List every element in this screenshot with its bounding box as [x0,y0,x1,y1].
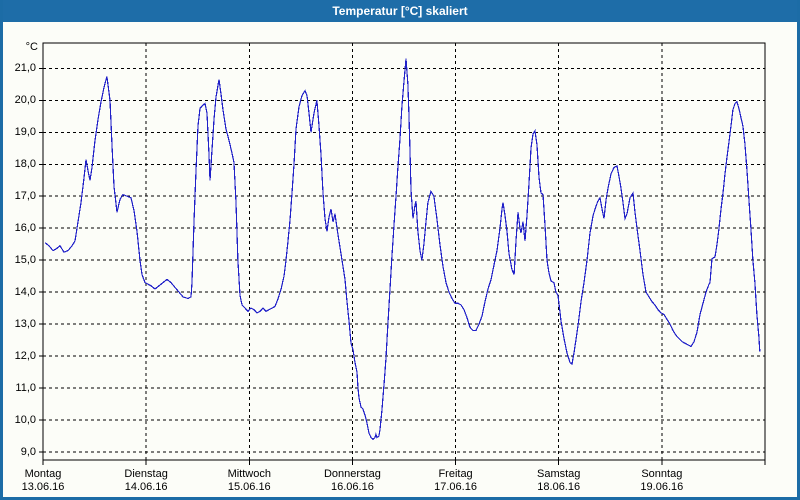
window-title: Temperatur [°C] skaliert [332,4,468,18]
x-day-label: Freitag 17.06.16 [411,468,501,494]
temperature-line-chart [39,42,766,465]
y-tick-label: 18,0 [14,158,36,171]
x-day-label: Samstag 18.06.16 [514,468,604,494]
y-tick-label: 19,0 [14,126,36,139]
day-name: Sonntag [641,468,683,480]
y-axis-unit-label: °C [25,41,38,53]
y-tick-label: 16,0 [14,222,36,235]
y-tick-label: 14,0 [14,286,36,299]
y-tick-label: 15,0 [14,254,36,267]
plot-frame [42,42,766,461]
y-tick-label: 20,0 [14,94,36,107]
y-tick-label: 13,0 [14,318,36,331]
day-date: 17.06.16 [434,481,477,493]
y-tick-label: 21,0 [14,62,36,75]
y-tick-label: 12,0 [14,350,36,363]
day-name: Samstag [536,468,581,480]
y-tick-label: 17,0 [14,190,36,203]
x-day-label: Mittwoch 15.06.16 [204,468,294,494]
day-date: 14.06.16 [124,481,168,493]
day-name: Montag [24,468,62,480]
day-name: Dienstag [124,468,168,480]
day-name: Mittwoch [227,468,271,480]
chart-area: °C 21,0 20,0 19,0 18,0 17,0 16,0 15,0 14,0 13,0 1… [3,22,797,497]
temperature-series-line [44,58,761,440]
day-date: 15.06.16 [227,481,271,493]
y-tick-label: 11,0 [15,382,36,395]
x-day-label: Sonntag 19.06.16 [617,468,707,494]
window-titlebar[interactable]: Temperatur [°C] skaliert [3,0,797,22]
day-date: 16.06.16 [331,481,374,493]
day-date: 13.06.16 [21,481,65,493]
day-date: 18.06.16 [537,481,581,493]
x-day-label: Dienstag 14.06.16 [101,468,191,494]
day-date: 19.06.16 [640,481,684,493]
x-day-label: Montag 13.06.16 [3,468,88,494]
day-name: Donnerstag [323,468,381,480]
day-name: Freitag [438,468,473,480]
y-tick-label: 9,0 [20,446,36,458]
y-tick-label: 10,0 [14,414,36,427]
x-day-label: Donnerstag 16.06.16 [307,468,397,494]
